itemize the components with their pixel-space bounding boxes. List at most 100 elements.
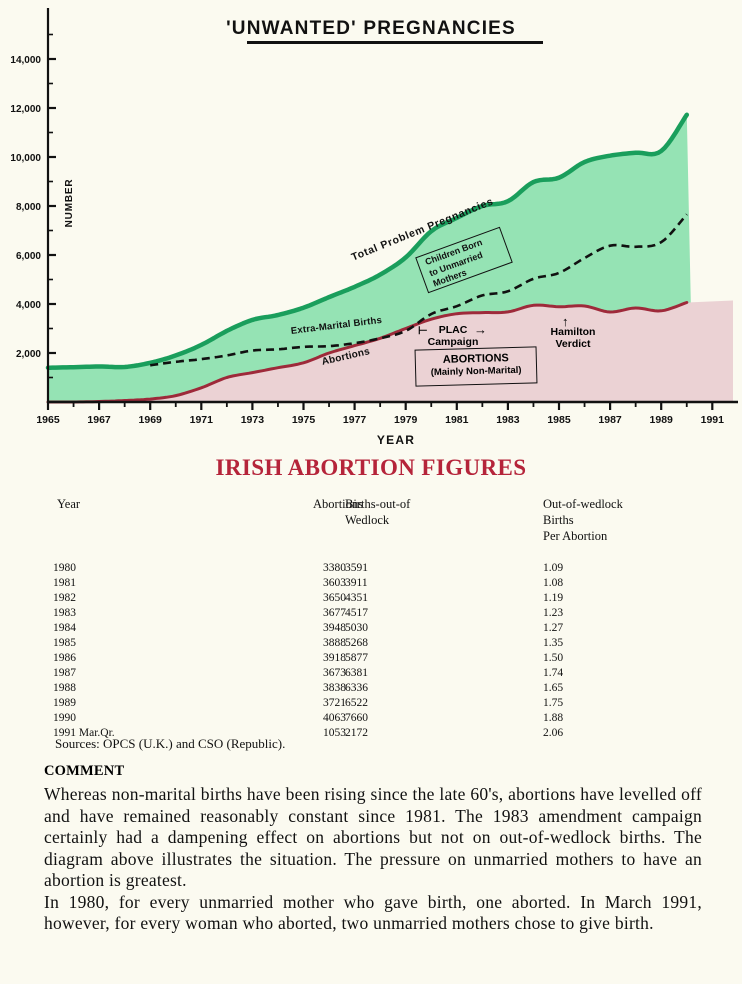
table-row: 1990 4063 7660 1.88 xyxy=(53,711,713,726)
table-cell: 1985 xyxy=(53,637,76,649)
x-axis-tick-label: 1983 xyxy=(496,414,520,426)
table-cell: 5877 xyxy=(345,652,368,664)
plac-range-end-arrow-icon: → xyxy=(474,322,487,337)
callout-line: (Mainly Non-Marital) xyxy=(430,364,522,379)
table-cell: 1986 xyxy=(53,652,76,664)
table-cell: 3911 xyxy=(345,577,368,589)
table-cell: 5268 xyxy=(345,637,368,649)
table-column-header: Out-of-wedlock Births Per Abortion xyxy=(543,496,713,544)
table-cell: 2172 xyxy=(345,727,368,739)
comment-paragraph: Whereas non-marital births have been ris… xyxy=(44,784,702,890)
x-axis-tick-label: 1991 xyxy=(701,414,725,426)
table-cell: 4351 xyxy=(345,592,368,604)
table-cell: 3650 xyxy=(323,592,346,604)
x-axis-tick-label: 1977 xyxy=(343,414,367,426)
table-cell: 3948 xyxy=(323,622,346,634)
x-axis-tick-label: 1989 xyxy=(650,414,674,426)
table-column-header-line: Wedlock xyxy=(345,513,390,527)
y-axis-tick-label: 6,000 xyxy=(16,251,41,262)
table-column-header-line: Out-of-wedlock xyxy=(543,497,623,511)
table-cell: 1.88 xyxy=(543,712,564,724)
title-underline xyxy=(247,41,543,44)
chart-canvas: 2,000 4,000 6,000 8,000 10,000 12,000 14,000 19… xyxy=(10,8,738,447)
extra-marital-births-line xyxy=(150,213,688,367)
x-axis-tick-label: 1969 xyxy=(139,414,163,426)
table-cell: 1.09 xyxy=(543,562,564,574)
table-column-header-line: Per Abortion xyxy=(543,529,608,543)
table-cell: 1980 xyxy=(53,562,76,574)
y-axis-tick-label: 8,000 xyxy=(16,202,41,213)
annotation-plac-campaign: PLAC Campaign xyxy=(424,324,482,348)
annotation-hamilton-verdict: Hamilton Verdict xyxy=(543,326,603,350)
spacer-cell xyxy=(188,544,345,561)
x-axis-tick-label: 1979 xyxy=(394,414,418,426)
spacer-cell xyxy=(53,544,188,561)
abortions-line xyxy=(46,301,689,404)
table-cell: 1.19 xyxy=(543,592,564,604)
table-cell: 5030 xyxy=(345,622,368,634)
table-row: 1984 3948 5030 1.27 xyxy=(53,621,713,636)
x-axis-tick-label: 1971 xyxy=(190,414,214,426)
y-axis-tick-label: 12,000 xyxy=(10,104,41,115)
table-cell: 1990 xyxy=(53,712,76,724)
table-cell: 1987 xyxy=(53,667,76,679)
total-problem-pregnancies-line xyxy=(45,112,690,370)
table-cell: 1.75 xyxy=(543,697,564,709)
annotation-line: Verdict xyxy=(555,338,591,350)
table-cell: 1.27 xyxy=(543,622,564,634)
table-cell: 1053 xyxy=(323,727,346,739)
plac-range-start-marker-icon: ⊢ xyxy=(418,325,428,337)
table-row: 1985 3888 5268 1.35 xyxy=(53,636,713,651)
table-header: Year Abortions Births-out-of Wedlock Out-of-… xyxy=(53,496,713,544)
x-axis-tick-label: 1975 xyxy=(292,414,316,426)
spacer-cell xyxy=(345,544,543,561)
table-cell: 1991 Mar.Qr. xyxy=(53,727,115,739)
table-row: 1982 3650 4351 1.19 xyxy=(53,591,713,606)
table-row: 1983 3677 4517 1.23 xyxy=(53,606,713,621)
x-axis-tick-label: 1987 xyxy=(598,414,622,426)
table-title: IRISH ABORTION FIGURES xyxy=(215,455,527,480)
table-cell: 3603 xyxy=(323,577,346,589)
x-axis-title: YEAR xyxy=(377,433,415,447)
table-cell: 4517 xyxy=(345,607,368,619)
x-axis-tick-label: 1965 xyxy=(36,414,60,426)
table-column-header: Abortions xyxy=(188,496,363,544)
table-row: 1988 3838 6336 1.65 xyxy=(53,681,713,696)
annotation-line: PLAC xyxy=(438,324,468,336)
table-body: 1980 3380 3591 1.09 1981 3603 3911 1.08 1982 3650… xyxy=(53,544,713,741)
table-cell: 6381 xyxy=(345,667,368,679)
table-cell: 1.08 xyxy=(543,577,564,589)
irish-abortion-figures-table: Year Abortions Births-out-of Wedlock Out-of-… xyxy=(53,496,713,741)
comment-heading: COMMENT xyxy=(44,763,125,779)
table-cell: 1.23 xyxy=(543,607,564,619)
table-cell: 3380 xyxy=(323,562,346,574)
y-axis-tick-label: 4,000 xyxy=(16,300,41,311)
chart-title: 'UNWANTED' PREGNANCIES xyxy=(226,18,516,39)
x-axis-tick-label: 1981 xyxy=(445,414,469,426)
annotation-line: Campaign xyxy=(427,336,479,348)
table-cell: 1984 xyxy=(53,622,76,634)
table-row: 1989 3721 6522 1.75 xyxy=(53,696,713,711)
table-column-header-line: Births xyxy=(543,513,574,527)
comment-paragraph: In 1980, for every unmarried mother who … xyxy=(44,891,702,934)
table-cell: 1981 xyxy=(53,577,76,589)
spacer-cell xyxy=(543,544,713,561)
y-axis-tick-label: 2,000 xyxy=(16,349,41,360)
annotation-line: Hamilton xyxy=(550,326,596,338)
table-sources-note: Sources: OPCS (U.K.) and CSO (Republic). xyxy=(55,736,286,751)
table-cell: 1.65 xyxy=(543,682,564,694)
callout-abortions-mainly-non-marital: ABORTIONS (Mainly Non-Marital) xyxy=(414,346,538,387)
table-column-header-line: Births-out-of xyxy=(345,497,411,511)
table-cell: 1989 xyxy=(53,697,76,709)
x-axis-tick-label: 1973 xyxy=(241,414,265,426)
table-cell: 1983 xyxy=(53,607,76,619)
table-cell: 1.74 xyxy=(543,667,564,679)
table-cell: 3677 xyxy=(323,607,346,619)
table-cell: 3838 xyxy=(323,682,346,694)
table-row: 1986 3918 5877 1.50 xyxy=(53,651,713,666)
table-cell: 3673 xyxy=(323,667,346,679)
table-row: 1991 Mar.Qr. 1053 2172 2.06 xyxy=(53,726,713,741)
table-cell: 1.35 xyxy=(543,637,564,649)
table-cell: 6522 xyxy=(345,697,368,709)
